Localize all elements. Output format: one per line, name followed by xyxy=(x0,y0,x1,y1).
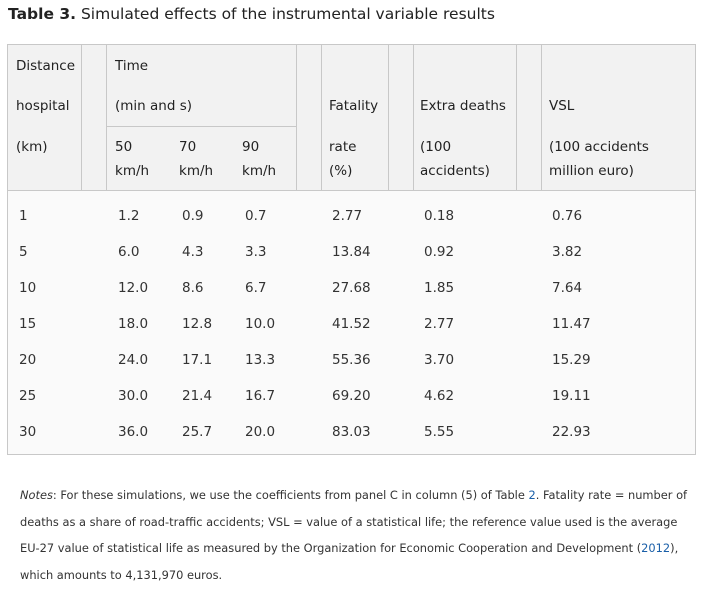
cell-fatality-rate: 13.84 xyxy=(332,244,371,260)
cell-fatality-rate: 27.68 xyxy=(332,280,371,296)
cell-fatality-rate: 83.03 xyxy=(332,424,371,440)
cell-time-70: 8.6 xyxy=(182,280,204,296)
cell-extra-deaths: 0.92 xyxy=(424,244,455,260)
header-speed-50-value: 50 xyxy=(115,139,133,155)
header-speed-70-value: 70 xyxy=(179,139,197,155)
header-fatality-line1: Fatality xyxy=(329,98,379,114)
cell-time-90: 3.3 xyxy=(245,244,267,260)
results-table: Distance hospital (km) Time (min and s) … xyxy=(7,44,696,455)
cell-time-90: 16.7 xyxy=(245,388,276,404)
header-time-line1: Time xyxy=(115,58,149,74)
cell-vsl: 15.29 xyxy=(552,352,591,368)
cell-fatality-rate: 2.77 xyxy=(332,208,363,224)
header-vsl-line2: (100 accidents xyxy=(549,139,649,155)
header-bottom-rule xyxy=(8,190,695,191)
table-header xyxy=(8,45,695,191)
cell-extra-deaths: 4.62 xyxy=(424,388,455,404)
cell-time-90: 6.7 xyxy=(245,280,267,296)
notes-label: Notes xyxy=(20,488,53,502)
table-2-link[interactable]: 2 xyxy=(528,488,536,502)
cell-extra-deaths: 1.85 xyxy=(424,280,455,296)
header-divider xyxy=(296,45,297,191)
cell-distance: 10 xyxy=(19,280,37,296)
cell-time-50: 1.2 xyxy=(118,208,140,224)
cell-vsl: 22.93 xyxy=(552,424,591,440)
cell-time-50: 18.0 xyxy=(118,316,149,332)
header-fatality-line2: rate xyxy=(329,139,357,155)
header-distance-line1: Distance xyxy=(16,58,76,74)
cell-time-70: 21.4 xyxy=(182,388,213,404)
cell-distance: 20 xyxy=(19,352,37,368)
cell-time-50: 36.0 xyxy=(118,424,149,440)
cell-time-90: 13.3 xyxy=(245,352,276,368)
header-divider xyxy=(321,45,322,191)
header-extra-deaths-line3: accidents) xyxy=(420,163,490,179)
notes-text-1: : For these simulations, we use the coef… xyxy=(52,488,529,502)
notes-text-2: . Fatality rate = number of deaths as a … xyxy=(20,488,688,555)
header-extra-deaths-line2: (100 xyxy=(420,139,452,155)
cell-time-70: 0.9 xyxy=(182,208,204,224)
header-divider xyxy=(388,45,389,191)
cell-time-90: 0.7 xyxy=(245,208,267,224)
cell-vsl: 3.82 xyxy=(552,244,583,260)
cell-time-70: 12.8 xyxy=(182,316,213,332)
table-caption: Table 3. Simulated effects of the instru… xyxy=(8,5,495,23)
cell-time-50: 12.0 xyxy=(118,280,149,296)
cell-fatality-rate: 41.52 xyxy=(332,316,371,332)
header-speed-70-unit: km/h xyxy=(179,163,214,179)
header-speed-50-unit: km/h xyxy=(115,163,150,179)
cell-extra-deaths: 3.70 xyxy=(424,352,455,368)
cell-time-90: 10.0 xyxy=(245,316,276,332)
header-divider xyxy=(106,45,107,191)
header-speed-90-value: 90 xyxy=(242,139,260,155)
cell-vsl: 0.76 xyxy=(552,208,583,224)
header-extra-deaths-line1: Extra deaths xyxy=(420,98,506,114)
table-label: Table 3. xyxy=(8,5,77,23)
cell-distance: 30 xyxy=(19,424,37,440)
cell-distance: 15 xyxy=(19,316,37,332)
header-fatality-line3: (%) xyxy=(329,163,353,179)
cell-vsl: 7.64 xyxy=(552,280,583,296)
cell-time-90: 20.0 xyxy=(245,424,276,440)
header-divider xyxy=(413,45,414,191)
cell-time-70: 25.7 xyxy=(182,424,213,440)
table-notes: Notes: For these simulations, we use the… xyxy=(20,482,690,588)
header-divider xyxy=(81,45,82,191)
cell-time-50: 30.0 xyxy=(118,388,149,404)
cell-extra-deaths: 0.18 xyxy=(424,208,455,224)
cell-time-50: 6.0 xyxy=(118,244,140,260)
header-speed-90-unit: km/h xyxy=(242,163,277,179)
cell-distance: 25 xyxy=(19,388,37,404)
cell-time-70: 17.1 xyxy=(182,352,213,368)
cell-fatality-rate: 69.20 xyxy=(332,388,371,404)
cell-vsl: 19.11 xyxy=(552,388,591,404)
oecd-2012-citation-link[interactable]: 2012 xyxy=(641,541,671,555)
time-subheader-rule xyxy=(106,126,296,127)
table-title: Simulated effects of the instrumental va… xyxy=(80,5,495,23)
notes-text-3: ), which amounts to 4,131,970 euros. xyxy=(20,541,679,582)
header-divider xyxy=(541,45,542,191)
cell-extra-deaths: 5.55 xyxy=(424,424,455,440)
header-time-line2: (min and s) xyxy=(115,98,193,114)
header-divider xyxy=(516,45,517,191)
cell-distance: 1 xyxy=(19,208,28,224)
cell-extra-deaths: 2.77 xyxy=(424,316,455,332)
cell-time-70: 4.3 xyxy=(182,244,204,260)
cell-fatality-rate: 55.36 xyxy=(332,352,371,368)
header-distance-line2: hospital xyxy=(16,98,70,114)
cell-distance: 5 xyxy=(19,244,28,260)
header-distance-line3: (km) xyxy=(16,139,48,155)
cell-time-50: 24.0 xyxy=(118,352,149,368)
cell-vsl: 11.47 xyxy=(552,316,591,332)
header-vsl-line3: million euro) xyxy=(549,163,634,179)
table-body xyxy=(8,191,695,454)
header-vsl-line1: VSL xyxy=(549,98,575,114)
